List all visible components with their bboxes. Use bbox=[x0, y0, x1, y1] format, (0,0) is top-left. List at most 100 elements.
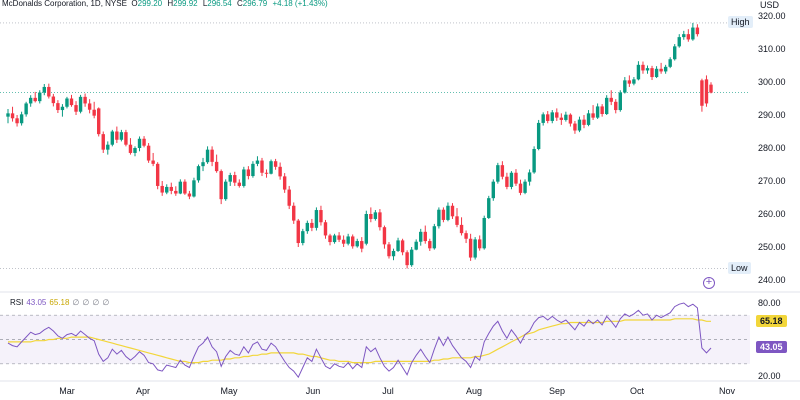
candle bbox=[691, 27, 695, 40]
candle bbox=[500, 165, 505, 177]
candle bbox=[160, 185, 164, 193]
time-tick-label: May bbox=[220, 386, 238, 396]
candle bbox=[165, 186, 169, 193]
candle bbox=[19, 114, 24, 124]
candle bbox=[441, 209, 446, 220]
candle bbox=[78, 96, 83, 112]
symbol-title: McDonalds Corporation, 1D, NYSE bbox=[2, 0, 127, 8]
low-label: L bbox=[202, 0, 208, 8]
candle bbox=[228, 175, 232, 182]
candle bbox=[523, 181, 527, 193]
candle bbox=[210, 149, 214, 162]
candle bbox=[224, 181, 228, 200]
candle bbox=[24, 103, 28, 115]
open-value: 299.20 bbox=[137, 0, 163, 8]
candle bbox=[47, 86, 51, 97]
candle bbox=[278, 166, 282, 177]
candle bbox=[310, 222, 314, 228]
candle bbox=[328, 235, 332, 243]
candle bbox=[437, 209, 441, 227]
time-tick-label: Mar bbox=[59, 386, 75, 396]
candle bbox=[645, 68, 650, 71]
candle bbox=[446, 205, 450, 220]
candle bbox=[432, 226, 437, 249]
candle bbox=[242, 169, 246, 186]
candle bbox=[360, 241, 364, 249]
candle bbox=[378, 212, 382, 228]
candle bbox=[110, 131, 115, 145]
close-value: 296.79 bbox=[242, 0, 268, 8]
candle bbox=[428, 241, 432, 249]
candle bbox=[541, 114, 545, 123]
candle bbox=[586, 113, 591, 125]
candle bbox=[414, 241, 418, 250]
rsi-name: RSI bbox=[10, 298, 24, 307]
rsi-tick-label: 80.00 bbox=[758, 298, 781, 308]
candle bbox=[686, 34, 691, 40]
candle bbox=[391, 250, 396, 257]
candle bbox=[56, 103, 60, 111]
candle bbox=[518, 183, 523, 193]
low-value: 296.54 bbox=[207, 0, 232, 8]
candle bbox=[577, 119, 582, 131]
rsi-header[interactable]: RSI 43.05 65.18 ∅ ∅ ∅ ∅ bbox=[10, 298, 109, 307]
candle bbox=[369, 214, 373, 219]
candle bbox=[151, 160, 155, 164]
candle bbox=[214, 161, 219, 172]
candle bbox=[201, 162, 205, 167]
candle bbox=[654, 68, 659, 78]
candle bbox=[269, 161, 273, 174]
candle bbox=[591, 113, 595, 118]
rsi-badge: 43.05 bbox=[756, 341, 787, 353]
candle bbox=[464, 233, 468, 239]
candle bbox=[527, 172, 532, 182]
candle bbox=[15, 118, 19, 124]
candle bbox=[468, 238, 473, 258]
candle bbox=[682, 34, 686, 38]
price-tick-label: 240.00 bbox=[758, 275, 786, 285]
time-tick-label: Nov bbox=[719, 386, 736, 396]
candle bbox=[314, 210, 319, 228]
candle bbox=[614, 101, 618, 111]
candle bbox=[532, 148, 536, 173]
rsi-ma-badge: 65.18 bbox=[756, 315, 787, 327]
candle bbox=[205, 149, 210, 163]
candle bbox=[60, 106, 65, 111]
candle bbox=[373, 212, 378, 219]
candle bbox=[673, 46, 677, 60]
candle bbox=[296, 220, 300, 244]
rsi-extra-1: ∅ bbox=[72, 298, 80, 307]
candle bbox=[142, 138, 146, 146]
candle bbox=[51, 96, 56, 104]
candle bbox=[636, 64, 641, 80]
candle bbox=[382, 227, 387, 245]
open-label: O bbox=[131, 0, 138, 8]
candle bbox=[255, 160, 260, 164]
plus-circle-icon[interactable]: + bbox=[703, 277, 715, 289]
candle bbox=[323, 222, 328, 236]
candle bbox=[582, 119, 586, 125]
time-tick-label: Jun bbox=[306, 386, 321, 396]
rsi-extra-2: ∅ bbox=[82, 298, 90, 307]
candle bbox=[169, 186, 173, 191]
candle bbox=[704, 79, 709, 104]
candle bbox=[509, 172, 514, 187]
candle bbox=[74, 105, 78, 112]
low-tag: Low bbox=[728, 262, 751, 274]
currency-label: USD bbox=[760, 0, 780, 10]
candle bbox=[355, 241, 359, 247]
candle bbox=[341, 239, 346, 244]
candle bbox=[505, 176, 509, 187]
candle bbox=[546, 114, 550, 121]
candle bbox=[260, 160, 264, 173]
price-tick-label: 260.00 bbox=[758, 209, 786, 219]
candle bbox=[178, 181, 183, 194]
candle bbox=[38, 92, 42, 102]
candle bbox=[600, 106, 604, 115]
candle bbox=[536, 122, 541, 149]
candle bbox=[246, 169, 251, 177]
candle bbox=[273, 161, 278, 167]
candle bbox=[106, 144, 110, 150]
high-value: 299.92 bbox=[173, 0, 198, 8]
